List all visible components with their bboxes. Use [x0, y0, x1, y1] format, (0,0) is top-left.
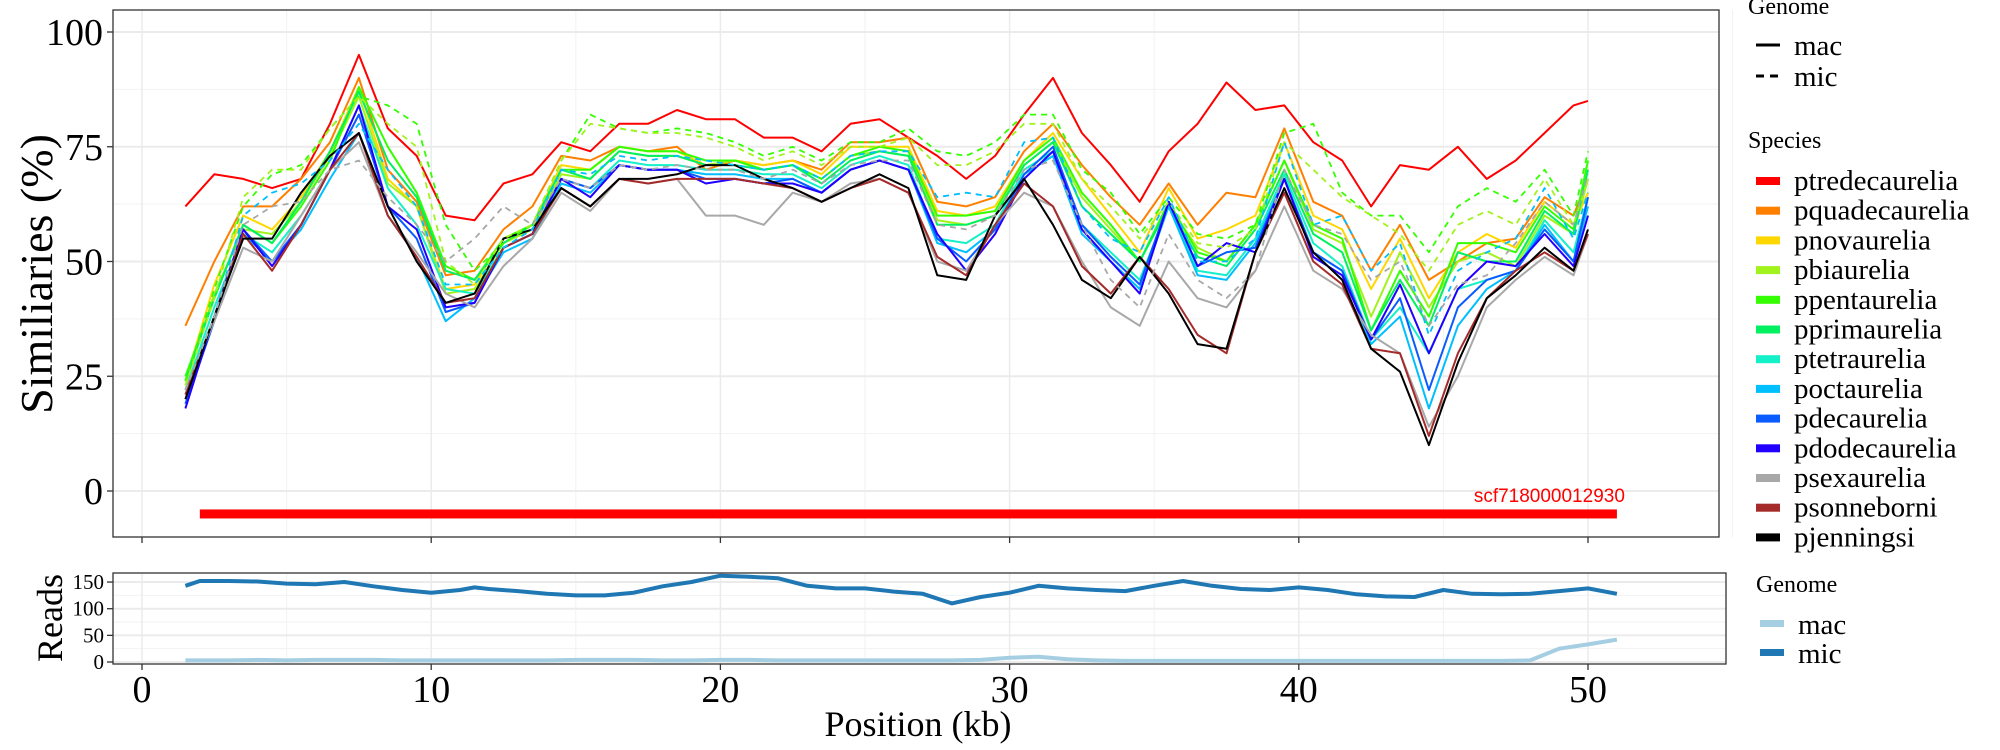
similarity-gridlines: [113, 10, 1734, 537]
y-axis-title-reads: Reads: [30, 574, 70, 662]
legend-label-pnovaurelia: pnovaurelia: [1794, 224, 1931, 256]
legend-key-pdecaurelia: [1756, 414, 1780, 423]
series-line-pprimaurelia-mac: [184, 90, 1589, 382]
legend-label-pdodecaurelia: pdodecaurelia: [1794, 432, 1957, 464]
reads-y-tick-label: 100: [73, 597, 105, 621]
y-tick-label: 100: [46, 12, 103, 54]
legend-label-pquadecaurelia: pquadecaurelia: [1794, 195, 1970, 227]
series-line-pjenningsi-mac: [184, 132, 1589, 447]
legend-key-pjenningsi: [1756, 533, 1780, 542]
reads-genome-legend: Genome mac mic: [1756, 572, 1846, 670]
legend-key-psexaurelia: [1756, 474, 1780, 482]
legend-title-species: Species: [1748, 128, 1821, 154]
legend-label-pjenningsi: pjenningsi: [1794, 521, 1915, 553]
legend-label-pbiaurelia: pbiaurelia: [1794, 254, 1910, 286]
series-line-psexaurelia-mic: [184, 159, 1589, 391]
legend-key-pquadecaurelia: [1756, 206, 1780, 215]
y-tick-label: 75: [65, 127, 103, 169]
reads-panel-border: [112, 572, 1727, 665]
legend-label-poctaurelia: poctaurelia: [1794, 373, 1923, 405]
legend-title-genome: Genome: [1748, 0, 1829, 20]
y-tick-label: 25: [65, 356, 103, 398]
legend-key-ppentaurelia: [1756, 295, 1780, 304]
x-tick-label: 30: [991, 669, 1029, 711]
genome-linetype-legend: Genome mac mic: [1748, 0, 1842, 93]
reads-y-tick-label: 50: [83, 623, 104, 647]
legend-key-poctaurelia: [1756, 384, 1780, 393]
legend-key-pnovaurelia: [1756, 236, 1780, 245]
legend-key-reads-mac: [1760, 620, 1784, 627]
reads-line-mac: [185, 637, 1618, 663]
legend-key-ptetraurelia: [1756, 355, 1780, 364]
legend-label-reads-mac: mac: [1798, 609, 1846, 641]
legend-key-ptredecaurelia: [1756, 177, 1780, 185]
scaffold-bar: [199, 509, 1617, 519]
legend-label-ptetraurelia: ptetraurelia: [1794, 343, 1926, 375]
legend-label-pdecaurelia: pdecaurelia: [1794, 403, 1928, 435]
y-tick-label: 0: [84, 471, 103, 513]
scaffold-annotation: scf718000012930: [199, 486, 1625, 519]
x-tick-label: 50: [1569, 669, 1607, 711]
reads-panel-bg: [113, 573, 1726, 664]
series-line-pbiaurelia-mic: [184, 95, 1589, 386]
x-tick-label: 10: [412, 669, 450, 711]
legend-label-psonneborni: psonneborni: [1794, 492, 1937, 524]
scaffold-label: scf718000012930: [1474, 486, 1625, 507]
legend-label-ppentaurelia: ppentaurelia: [1794, 284, 1937, 316]
x-axis-title: Position (kb): [824, 704, 1011, 744]
series-line-poctaurelia-mic: [184, 122, 1589, 391]
reads-y-tick-label: 0: [94, 650, 105, 674]
legend-label-ptredecaurelia: ptredecaurelia: [1794, 165, 1958, 197]
legend-label-reads-mic: mic: [1798, 638, 1842, 670]
x-tick-label: 20: [701, 669, 739, 711]
reads-y-tick-label: 150: [73, 570, 105, 594]
legend-title-reads-genome: Genome: [1756, 572, 1837, 598]
x-tick-label: 0: [133, 669, 152, 711]
legend-key-psonneborni: [1756, 503, 1780, 512]
legend-label-mic: mic: [1794, 61, 1838, 93]
reads-line-mic: [184, 573, 1618, 606]
legend-key-pdodecaurelia: [1756, 444, 1780, 453]
x-tick-label: 40: [1280, 669, 1318, 711]
similarity-axes: 0 25 50 75 100: [46, 12, 1589, 543]
legend-key-reads-mic: [1760, 649, 1784, 656]
similarity-series: [184, 53, 1589, 447]
reads-gridlines: [113, 573, 1726, 664]
legend-label-pprimaurelia: pprimaurelia: [1794, 314, 1942, 346]
legend-label-mac: mac: [1794, 30, 1842, 62]
legend-label-psexaurelia: psexaurelia: [1794, 462, 1926, 494]
y-tick-label: 50: [65, 242, 103, 284]
y-axis-title-similarity: Similiaries (%): [11, 134, 62, 414]
species-legend: Species ptredecaureliapquadecaureliapnov…: [1748, 128, 1970, 553]
series-line-ppentaurelia-mic: [184, 95, 1589, 382]
reads-series: [184, 573, 1618, 663]
legend-key-pprimaurelia: [1756, 325, 1780, 334]
similarity-panel-border: [112, 9, 1720, 538]
legend-key-pbiaurelia: [1756, 266, 1780, 275]
